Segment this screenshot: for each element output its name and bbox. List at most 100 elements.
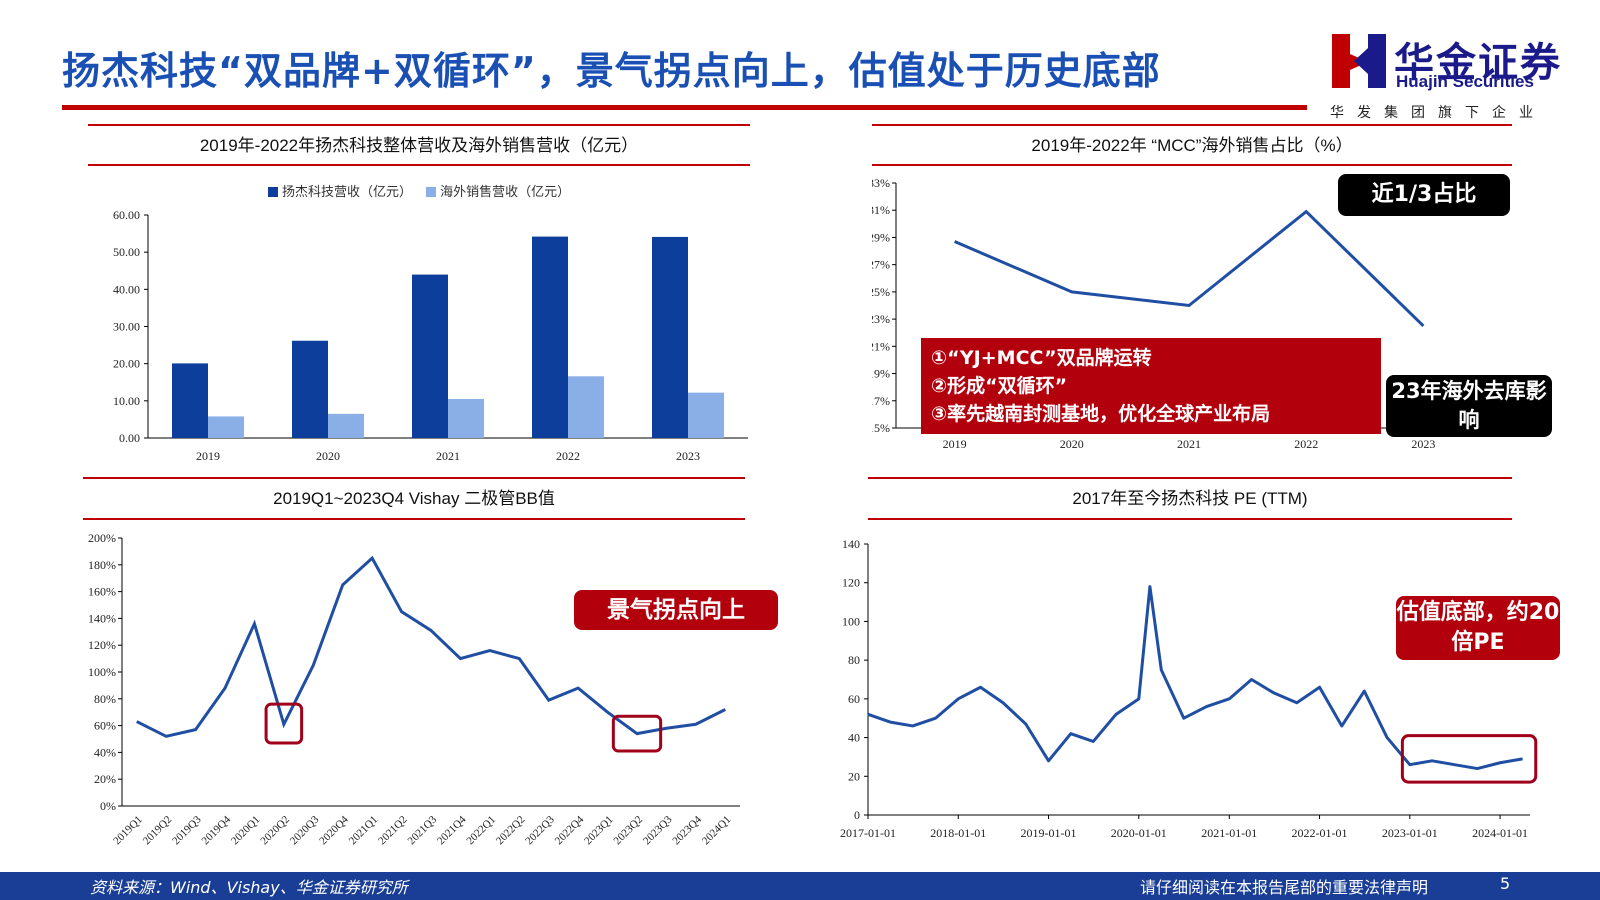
x-tick-label: 2017-01-01: [840, 826, 896, 840]
revenue-top-rule: [88, 124, 750, 126]
x-tick-label: 2024-01-01: [1472, 826, 1528, 840]
title-underline: [62, 105, 1307, 110]
y-tick-label: 0%: [100, 799, 116, 813]
x-tick-label: 2019Q1: [111, 814, 145, 848]
share-callout-top: 近1/3占比: [1338, 174, 1510, 216]
x-tick-label: 2022Q4: [553, 813, 587, 847]
overseas-share-line-chart: 15% 17% 19% 21% 23% 25% 27% 29% 31% 33% 2019 2020 20…: [872, 176, 1482, 451]
y-tick-label: 80%: [94, 692, 116, 706]
x-tick-label: 2023Q4: [670, 813, 704, 847]
revenue-bottom-rule: [88, 164, 750, 166]
share-callout-bottom: 23年海外去库影响: [1386, 375, 1552, 437]
x-tick-label: 2024Q1: [700, 814, 734, 848]
x-tick-label: 2021Q3: [406, 813, 440, 847]
company-logo: 华金证券 Huajin Securities 华发集团旗下企业: [1330, 34, 1572, 121]
pe-callout: 估值底部，约20倍PE: [1396, 596, 1560, 660]
y-tick-label: 20.00: [113, 357, 140, 371]
y-tick-label: 180%: [88, 558, 116, 572]
share-bottom-rule: [872, 164, 1512, 166]
y-tick-label: 27%: [872, 258, 890, 272]
y-tick-label: 23%: [872, 312, 890, 326]
bar-revenue-2019: [172, 363, 208, 438]
x-tick-label: 2021-01-01: [1201, 826, 1257, 840]
y-tick-label: 29%: [872, 230, 890, 244]
y-tick-label: 100: [842, 614, 860, 628]
bar-overseas-2023: [688, 392, 724, 438]
x-tick-label: 2020-01-01: [1111, 826, 1167, 840]
y-tick-label: 17%: [872, 394, 890, 408]
y-tick-label: 25%: [872, 285, 890, 299]
x-tick-label: 2021: [436, 449, 460, 463]
y-tick-label: 120%: [88, 638, 116, 652]
bar-revenue-2020: [292, 340, 328, 438]
bb-top-rule: [83, 477, 745, 479]
bullet-item-2: ②形成“双循环”: [931, 375, 1068, 397]
huajin-logo-icon: [1332, 34, 1386, 88]
x-tick-label: 2021Q1: [347, 814, 381, 848]
page-title: 扬杰科技“双品牌+双循环”，景气拐点向上，估值处于历史底部: [62, 49, 1161, 93]
highlight-box-2020q2: [264, 702, 304, 745]
y-tick-label: 33%: [872, 176, 890, 190]
x-tick-label: 2022: [1294, 437, 1318, 451]
bar-overseas-2019: [208, 416, 244, 438]
x-tick-label: 2020: [316, 449, 340, 463]
revenue-legend: 扬杰科技营收（亿元） 海外销售营收（亿元）: [268, 181, 570, 200]
legend-item-overseas: 海外销售营收（亿元）: [426, 185, 570, 200]
y-tick-label: 10.00: [113, 394, 140, 408]
x-tick-label: 2019: [943, 437, 967, 451]
logo-subtitle: 华发集团旗下企业: [1330, 105, 1546, 121]
x-tick-label: 2023Q1: [582, 814, 616, 848]
y-tick-label: 100%: [88, 665, 116, 679]
footer-bar: 资料来源：Wind、Vishay、华金证券研究所 请仔细阅读在本报告尾部的重要法…: [0, 872, 1600, 900]
footer-legal-notice: 请仔细阅读在本报告尾部的重要法律声明: [1140, 878, 1429, 897]
x-tick-label: 2022Q2: [494, 814, 528, 848]
x-tick-label: 2019Q2: [141, 814, 175, 848]
bar-overseas-2020: [328, 413, 364, 438]
x-tick-label: 2021: [1177, 437, 1201, 451]
bb-chart-title: 2019Q1~2023Q4 Vishay 二极管BB值: [273, 489, 555, 508]
x-tick-label: 2019Q4: [200, 813, 234, 847]
legend-label-overseas: 海外销售营收（亿元）: [440, 185, 571, 200]
x-tick-label: 2018-01-01: [930, 826, 986, 840]
y-tick-label: 31%: [872, 203, 890, 217]
revenue-chart-title: 2019年-2022年扬杰科技整体营收及海外销售营收（亿元）: [199, 136, 639, 155]
bar-overseas-2021: [448, 398, 484, 438]
y-tick-label: 60.00: [113, 208, 140, 222]
y-tick-label: 40: [848, 731, 860, 745]
bb-callout: 景气拐点向上: [574, 590, 778, 630]
x-tick-label: 2021Q2: [376, 814, 410, 848]
bb-bottom-rule: [83, 518, 745, 520]
y-tick-label: 140%: [88, 611, 116, 625]
y-tick-label: 80: [848, 653, 860, 667]
y-tick-label: 160%: [88, 585, 116, 599]
bullet-item-3: ③率先越南封测基地，优化全球产业布局: [931, 403, 1271, 425]
y-tick-label: 20%: [94, 772, 116, 786]
x-tick-label: 2021Q4: [435, 813, 469, 847]
x-tick-label: 2019-01-01: [1021, 826, 1077, 840]
legend-label-revenue: 扬杰科技营收（亿元）: [282, 185, 413, 200]
y-tick-label: 200%: [88, 531, 116, 545]
pe-chart-title: 2017年至今扬杰科技 PE (TTM): [1072, 489, 1308, 508]
y-tick-label: 0: [854, 808, 860, 822]
y-tick-label: 140: [842, 540, 860, 551]
x-tick-label: 2023: [676, 449, 700, 463]
x-tick-label: 2023: [1411, 437, 1435, 451]
bar-revenue-2022: [532, 236, 568, 438]
x-tick-label: 2022Q1: [464, 814, 498, 848]
x-tick-label: 2022Q3: [523, 813, 557, 847]
x-tick-label: 2022-01-01: [1292, 826, 1348, 840]
revenue-bar-chart: 0.00 10.00 20.00 30.00 40.00 50.00 60.00 2019 20…: [113, 208, 748, 463]
x-tick-label: 2020Q3: [288, 813, 322, 847]
x-tick-label: 2023Q2: [612, 814, 646, 848]
y-tick-label: 21%: [872, 339, 890, 353]
y-tick-label: 60%: [94, 719, 116, 733]
logo-name-en: Huajin Securities: [1396, 72, 1534, 91]
share-bullets: ①“YJ+MCC”双品牌运转 ②形成“双循环” ③率先越南封测基地，优化全球产业…: [921, 338, 1381, 434]
x-tick-label: 2020Q2: [258, 814, 292, 848]
y-tick-label: 50.00: [113, 245, 140, 259]
x-tick-label: 2019: [196, 449, 220, 463]
share-line: [954, 209, 1425, 327]
bar-overseas-2022: [568, 376, 604, 438]
y-tick-label: 60: [848, 692, 860, 706]
pe-top-rule: [868, 477, 1512, 479]
